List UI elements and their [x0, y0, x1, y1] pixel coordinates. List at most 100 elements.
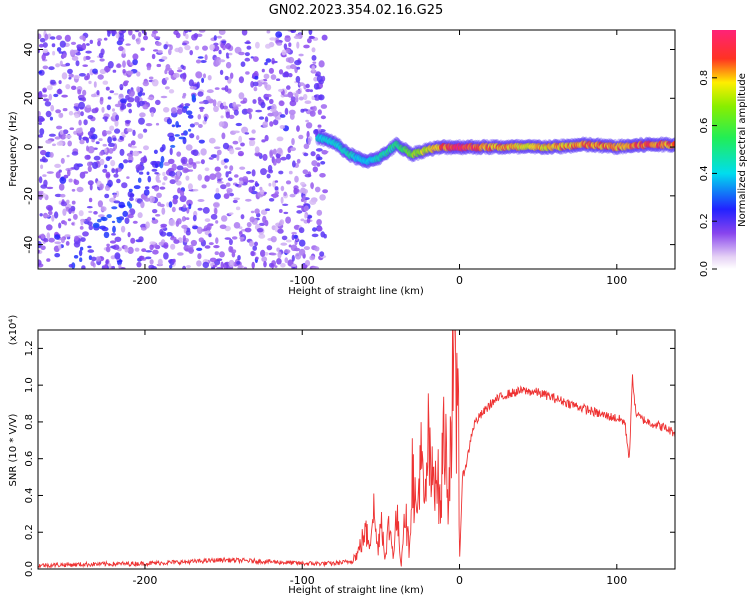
noise-speckle — [46, 85, 53, 91]
noise-speckle — [160, 155, 165, 164]
noise-speckle — [51, 214, 55, 222]
noise-speckle — [193, 122, 200, 126]
noise-speckle — [62, 208, 67, 216]
noise-speckle — [136, 71, 141, 77]
noise-speckle — [293, 234, 298, 239]
noise-speckle — [154, 186, 159, 192]
noise-speckle — [222, 101, 227, 107]
noise-speckle — [127, 231, 131, 238]
noise-speckle — [108, 147, 114, 154]
noise-speckle — [248, 112, 252, 120]
noise-speckle — [156, 63, 162, 68]
noise-speckle — [309, 199, 317, 205]
noise-speckle — [74, 235, 79, 241]
noise-speckle — [244, 52, 250, 57]
noise-speckle — [52, 143, 56, 147]
noise-speckle — [237, 255, 241, 261]
noise-speckle — [94, 107, 99, 112]
noise-speckle — [236, 261, 241, 265]
noise-speckle — [288, 244, 292, 248]
noise-speckle — [80, 218, 84, 226]
noise-speckle — [139, 112, 146, 118]
noise-speckle — [55, 63, 61, 68]
noise-speckle — [87, 165, 92, 173]
noise-speckle — [300, 181, 306, 186]
noise-speckle — [233, 109, 239, 116]
noise-speckle — [58, 246, 62, 250]
noise-speckle — [298, 53, 304, 57]
noise-speckle — [155, 99, 161, 106]
noise-speckle — [87, 249, 95, 253]
noise-speckle — [141, 30, 145, 34]
noise-speckle — [42, 94, 48, 98]
noise-speckle — [240, 100, 246, 104]
noise-speckle — [319, 194, 326, 201]
noise-speckle — [220, 184, 227, 190]
noise-speckle — [274, 265, 278, 268]
noise-speckle — [44, 214, 50, 218]
noise-speckle — [263, 261, 267, 268]
noise-speckle — [65, 84, 71, 90]
noise-speckle — [42, 42, 48, 48]
noise-speckle — [95, 256, 102, 262]
noise-speckle — [166, 232, 173, 237]
noise-speckle — [225, 108, 230, 113]
noise-speckle — [86, 206, 93, 209]
noise-speckle — [267, 106, 271, 111]
noise-speckle — [201, 77, 205, 84]
noise-speckle — [311, 47, 316, 53]
noise-speckle — [307, 38, 312, 44]
noise-speckle — [112, 69, 117, 73]
noise-speckle — [97, 74, 104, 80]
noise-speckle — [61, 72, 68, 80]
noise-speckle — [283, 211, 289, 215]
noise-speckle — [172, 72, 180, 78]
noise-speckle — [52, 50, 56, 56]
noise-speckle — [147, 175, 152, 183]
noise-speckle — [288, 42, 292, 47]
noise-speckle — [80, 111, 84, 117]
noise-speckle — [302, 195, 306, 202]
noise-speckle — [183, 105, 189, 109]
noise-speckle — [292, 160, 296, 168]
noise-speckle — [150, 160, 157, 166]
colorbar-ticks: 0.0 0.2 0.4 0.6 0.8 — [699, 70, 717, 277]
noise-speckle — [122, 210, 128, 217]
noise-speckle — [122, 81, 129, 87]
noise-speckle — [54, 193, 62, 198]
noise-speckle — [69, 49, 75, 56]
noise-speckle — [250, 210, 255, 214]
noise-speckle — [260, 209, 268, 215]
noise-speckle — [40, 164, 44, 170]
noise-speckle — [168, 89, 175, 94]
noise-speckle — [263, 73, 270, 80]
noise-speckle — [93, 155, 101, 161]
noise-speckle — [166, 118, 172, 125]
noise-speckle — [277, 228, 284, 234]
noise-speckle — [259, 186, 263, 191]
noise-speckle — [271, 263, 275, 269]
noise-speckle — [176, 151, 182, 157]
noise-speckle — [312, 266, 320, 269]
noise-speckle — [285, 216, 291, 224]
noise-speckle — [233, 222, 241, 229]
noise-speckle — [205, 95, 211, 101]
noise-speckle — [186, 110, 193, 115]
noise-speckle — [262, 121, 269, 128]
noise-speckle — [59, 40, 66, 48]
noise-speckle — [78, 210, 84, 217]
noise-speckle — [60, 237, 65, 244]
noise-speckle — [213, 245, 220, 249]
noise-speckle — [296, 205, 304, 208]
noise-speckle — [141, 248, 147, 253]
noise-speckle — [142, 104, 149, 110]
noise-speckle — [93, 211, 98, 215]
noise-speckle — [197, 56, 204, 59]
noise-speckle — [75, 51, 81, 56]
noise-speckle — [149, 259, 154, 265]
noise-speckle — [285, 239, 292, 243]
noise-speckle — [238, 180, 244, 185]
noise-speckle — [309, 255, 316, 261]
noise-speckle — [204, 54, 208, 61]
